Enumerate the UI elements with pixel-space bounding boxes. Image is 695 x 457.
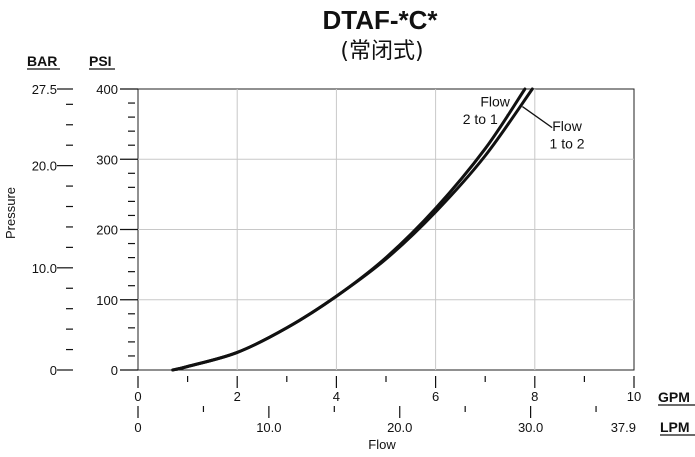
y-axis-label: Pressure [3,187,18,239]
x-axis-gpm-unit: GPM [658,389,690,405]
chart-title: DTAF-*C* [322,5,438,35]
bar-tick-label-2: 20.0 [32,159,57,174]
series-line-1 [171,87,534,372]
psi-tick-label-1: 100 [96,293,118,308]
y-ticks-bar: 0 10.0 20.0 27.5 [32,82,73,378]
x-axis-label: Flow [368,437,396,452]
x-axis-lpm-unit: LPM [660,419,690,435]
y-ticks-psi: 0 100 200 300 400 [96,82,138,378]
gpm-tick-label-2: 4 [333,389,340,404]
annotation-2to1-line2: 2 to 1 [463,111,498,127]
series-group [171,87,534,372]
bar-tick-label-3: 27.5 [32,82,57,97]
x-ticks-lpm: 0 10.0 20.0 30.0 37.9 [134,406,636,435]
gpm-tick-label-1: 2 [234,389,241,404]
gpm-tick-label-3: 6 [432,389,439,404]
psi-tick-label-2: 200 [96,223,118,238]
lpm-tick-label-3: 30.0 [518,420,543,435]
grid [138,89,634,370]
annotation-1to2-leader [522,106,553,129]
lpm-tick-label-4: 37.9 [611,420,636,435]
bar-tick-label-0: 0 [50,363,57,378]
lpm-tick-label-1: 10.0 [256,420,281,435]
lpm-tick-label-0: 0 [134,420,141,435]
gpm-tick-label-0: 0 [134,389,141,404]
psi-tick-label-3: 300 [96,152,118,167]
y-axis-psi-unit: PSI [89,53,112,69]
x-ticks-gpm: 0 2 4 6 8 10 [134,376,641,404]
annotation-1to2-line2: 1 to 2 [550,136,585,152]
lpm-tick-label-2: 20.0 [387,420,412,435]
annotation-1to2-line1: Flow [552,118,582,134]
psi-tick-label-4: 400 [96,82,118,97]
gpm-tick-label-5: 10 [627,389,641,404]
annotation-2to1-line1: Flow [480,94,510,110]
bar-tick-label-1: 10.0 [32,261,57,276]
chart-subtitle: (常闭式) [340,39,423,64]
y-axis-bar-unit: BAR [27,53,57,69]
gpm-tick-label-4: 8 [531,389,538,404]
psi-tick-label-0: 0 [111,363,118,378]
